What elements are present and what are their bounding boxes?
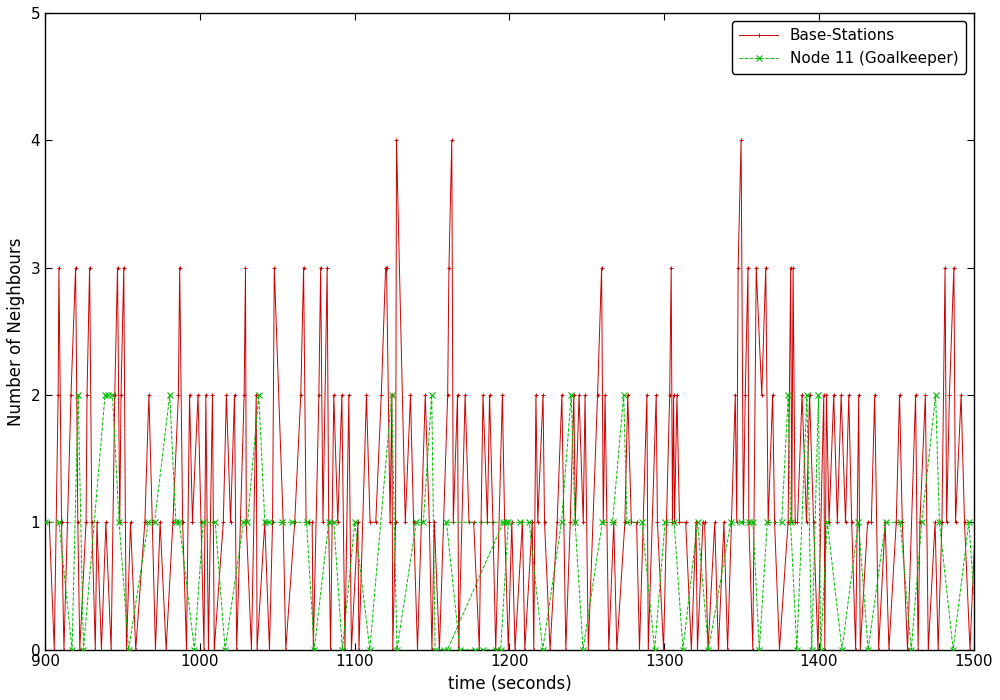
Base-Stations [390, 136, 402, 144]
Base-Stations [950, 518, 962, 526]
Base-Stations [315, 263, 327, 272]
Node 11 (Goalkeeper) [102, 391, 114, 399]
Base-Stations [697, 518, 709, 526]
Line: Base-Stations: Base-Stations [43, 138, 978, 652]
Node 11 (Goalkeeper) [972, 645, 984, 654]
Base-Stations [642, 645, 654, 654]
Base-Stations [782, 518, 794, 526]
Node 11 (Goalkeeper) [692, 518, 704, 526]
X-axis label: time (seconds): time (seconds) [448, 675, 571, 693]
Node 11 (Goalkeeper) [39, 518, 51, 526]
Legend: Base-Stations, Node 11 (Goalkeeper): Base-Stations, Node 11 (Goalkeeper) [732, 20, 966, 74]
Base-Stations [969, 518, 981, 526]
Base-Stations [39, 518, 51, 526]
Node 11 (Goalkeeper) [725, 518, 737, 526]
Node 11 (Goalkeeper) [747, 518, 759, 526]
Node 11 (Goalkeeper) [72, 391, 84, 399]
Node 11 (Goalkeeper) [237, 518, 249, 526]
Node 11 (Goalkeeper) [66, 645, 78, 654]
Base-Stations [48, 645, 60, 654]
Node 11 (Goalkeeper) [753, 645, 765, 654]
Y-axis label: Number of Neighbours: Number of Neighbours [7, 237, 25, 426]
Base-Stations [58, 645, 70, 654]
Line: Node 11 (Goalkeeper): Node 11 (Goalkeeper) [42, 392, 981, 652]
